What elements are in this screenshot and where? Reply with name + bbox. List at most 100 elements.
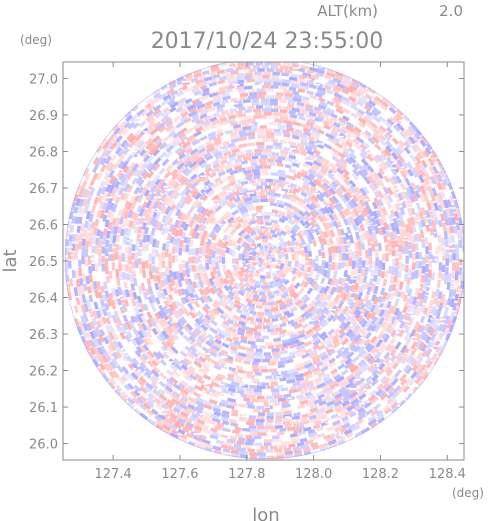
- radar-cell-negative: [415, 202, 422, 211]
- radar-cell-negative: [147, 418, 156, 426]
- radar-cell-positive: [241, 122, 250, 128]
- radar-cell-positive: [272, 185, 280, 190]
- radar-cell-positive: [317, 235, 324, 244]
- radar-cell-positive: [208, 398, 218, 405]
- radar-cell-negative: [184, 168, 193, 177]
- radar-cell-positive: [283, 133, 291, 138]
- radar-cell-positive: [85, 339, 92, 348]
- radar-cell-positive: [128, 220, 134, 228]
- radar-cell-negative: [383, 133, 392, 142]
- radar-cell-positive: [296, 386, 307, 392]
- radar-cell-negative: [313, 116, 323, 123]
- radar-cell-negative: [128, 238, 133, 247]
- radar-cell-positive: [311, 280, 318, 289]
- radar-cell-negative: [177, 318, 185, 327]
- radar-cell-negative: [266, 253, 272, 258]
- radar-cell-negative: [353, 400, 363, 408]
- radar-cell-negative: [287, 218, 295, 226]
- radar-cell-positive: [256, 425, 265, 430]
- radar-cell-positive: [191, 176, 199, 185]
- radar-cell-positive: [140, 315, 148, 325]
- radar-cell-positive: [381, 97, 391, 105]
- radar-cell-positive: [245, 152, 254, 157]
- radar-cell-positive: [89, 346, 97, 356]
- radar-cell-positive: [404, 297, 411, 307]
- radar-cell-positive: [158, 270, 164, 279]
- radar-cell-positive: [255, 218, 264, 224]
- radar-cell-positive: [334, 103, 344, 111]
- radar-cell-negative: [341, 261, 346, 269]
- radar-cell-negative: [229, 107, 237, 113]
- radar-cell-negative: [256, 185, 263, 190]
- radar-cell-positive: [246, 374, 256, 379]
- radar-cell-positive: [235, 185, 244, 192]
- radar-cell-positive: [389, 209, 396, 218]
- radar-gap: [231, 223, 236, 225]
- radar-cell-negative: [343, 429, 353, 436]
- radar-cell-positive: [325, 299, 333, 309]
- radar-cell-negative: [216, 107, 224, 113]
- radar-cell-positive: [315, 426, 324, 432]
- radar-cell-positive: [170, 277, 176, 286]
- radar-cell-negative: [140, 329, 149, 339]
- radar-cell-negative: [350, 382, 359, 390]
- radar-cell-negative: [336, 346, 346, 355]
- radar-cell-positive: [261, 242, 268, 246]
- radar-cell-positive: [270, 358, 279, 363]
- radar-cell-positive: [414, 155, 422, 165]
- radar-cell-negative: [291, 107, 301, 113]
- radar-cell-positive: [279, 139, 288, 144]
- radar-cell-positive: [293, 449, 302, 454]
- radar-cell-negative: [410, 271, 415, 280]
- radar-cell-positive: [330, 382, 340, 390]
- radar-cell-negative: [273, 354, 281, 359]
- radar-cell-positive: [97, 333, 105, 343]
- radar-cell-positive: [282, 246, 288, 254]
- radar-cell-negative: [124, 334, 132, 343]
- radar-cell-negative: [152, 238, 157, 248]
- y-tick-label: 26.6: [29, 218, 58, 233]
- radar-cell-negative: [255, 78, 265, 82]
- radar-cell-negative: [405, 366, 413, 375]
- radar-cell-positive: [246, 227, 254, 235]
- radar-cell-negative: [134, 251, 139, 260]
- radar-cell-positive: [128, 140, 137, 149]
- radar-cell-negative: [388, 106, 397, 115]
- radar-cell-negative: [399, 130, 408, 140]
- radar-cell-negative: [167, 188, 175, 197]
- radar-cell-positive: [309, 185, 317, 192]
- radar-cell-negative: [325, 271, 331, 279]
- radar-cell-positive: [153, 184, 162, 194]
- radar-cell-positive: [245, 329, 254, 335]
- radar-cell-positive: [130, 200, 137, 210]
- radar-cell-negative: [348, 331, 356, 339]
- radar-cell-positive: [256, 449, 264, 453]
- radar-cell-negative: [304, 210, 311, 218]
- radar-cell-negative: [247, 340, 256, 346]
- radar-cell-negative: [221, 410, 230, 415]
- radar-cell-positive: [98, 291, 103, 299]
- radar-cell-positive: [101, 148, 109, 158]
- radar-cell-positive: [343, 178, 351, 186]
- radar-cell-positive: [133, 212, 140, 222]
- radar-cell-positive: [377, 205, 384, 215]
- radar-cell-positive: [350, 365, 360, 374]
- radar-gap: [158, 177, 166, 180]
- radar-cell-negative: [317, 69, 326, 75]
- radar-cell-positive: [209, 216, 216, 225]
- radar-gap: [304, 228, 310, 230]
- radar-cell-negative: [228, 290, 236, 298]
- radar-cell-positive: [299, 198, 307, 205]
- radar-cell-positive: [395, 279, 401, 288]
- radar-cell-positive: [349, 100, 359, 107]
- radar-cell-positive: [423, 193, 430, 203]
- radar-cell-positive: [289, 291, 297, 298]
- radar-cell-positive: [442, 299, 448, 309]
- radar-cell-positive: [345, 140, 353, 148]
- radar-gap: [313, 143, 322, 145]
- radar-cell-negative: [125, 154, 134, 163]
- radar-cell-negative: [446, 281, 451, 291]
- radar-cell-positive: [225, 234, 232, 242]
- radar-cell-positive: [338, 286, 344, 294]
- radar-cell-negative: [345, 217, 353, 226]
